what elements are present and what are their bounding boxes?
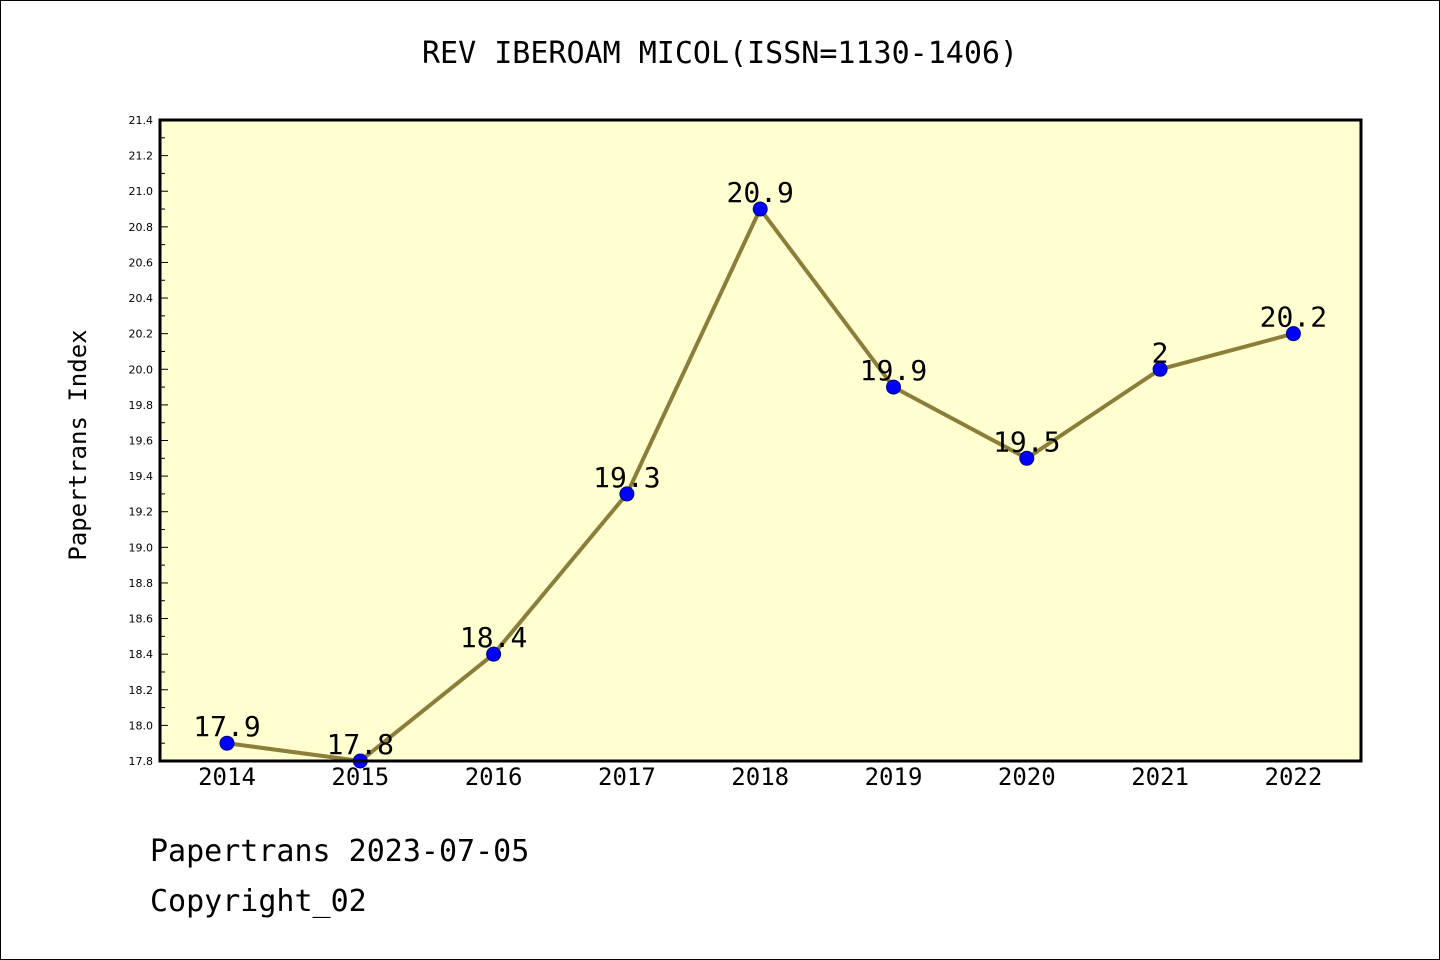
y-axis: 17.8 18.0 18.2 18.4 18.6 18.8 19.0 19.2 19.4 19.6…: [129, 114, 168, 768]
data-label: 20.2: [1260, 301, 1327, 334]
series-group: 17.9 17.8 18.4 19.3 20.9 19.9 19.5 2 20.2: [193, 176, 1327, 769]
data-label: 19.9: [860, 354, 927, 387]
footer-date: Papertrans 2023-07-05: [150, 834, 530, 869]
y-tick-label: 18.0: [129, 719, 154, 732]
y-tick-label: 19.8: [129, 399, 154, 412]
chart-title: REV IBEROAM MICOL(ISSN=1130-1406): [421, 36, 1019, 71]
data-point: [619, 486, 635, 502]
data-point: [886, 379, 901, 395]
y-tick-label: 20.0: [129, 363, 154, 376]
y-tick-label: 18.8: [129, 577, 154, 590]
data-point: [1019, 450, 1035, 466]
data-point: [1285, 326, 1301, 342]
x-tick-label: 2017: [598, 763, 656, 791]
y-tick-label: 19.0: [129, 541, 154, 554]
x-axis: 2014 2015 2016 2017 2018 2019 2020 2021 2022: [198, 763, 1322, 791]
data-point: [486, 646, 502, 662]
data-label: 17.8: [327, 728, 394, 761]
y-tick-label: 21.0: [129, 185, 154, 198]
y-tick-label: 20.6: [129, 256, 154, 269]
data-point: [752, 201, 768, 217]
y-tick-label: 20.8: [129, 221, 154, 234]
y-tick-label: 18.6: [129, 613, 154, 626]
x-tick-label: 2021: [1131, 763, 1189, 791]
x-tick-label: 2019: [865, 763, 923, 791]
y-tick-label: 20.4: [129, 292, 154, 305]
data-point: [219, 735, 235, 751]
y-tick-label: 20.2: [129, 328, 154, 341]
data-label: 19.5: [993, 425, 1060, 458]
plot-area: [160, 120, 1361, 761]
plot-border: [158, 118, 1363, 763]
y-tick-label: 18.2: [129, 684, 154, 697]
y-tick-label: 17.8: [129, 755, 154, 768]
data-label: 19.3: [593, 461, 660, 494]
footer-copyright: Copyright_02: [150, 884, 367, 919]
y-tick-label: 21.2: [129, 150, 154, 163]
x-tick-label: 2016: [465, 763, 523, 791]
x-tick-label: 2018: [731, 763, 789, 791]
y-tick-label: 19.6: [129, 435, 154, 448]
x-tick-label: 2020: [998, 763, 1056, 791]
data-label: 20.9: [726, 176, 793, 209]
y-tick-label: 18.4: [129, 648, 154, 661]
data-label: 18.4: [460, 621, 527, 654]
y-tick-label: 19.2: [129, 506, 154, 519]
y-tick-label: 19.4: [129, 470, 154, 483]
data-point: [1152, 361, 1168, 377]
data-label: 2: [1152, 336, 1169, 369]
x-tick-label: 2022: [1265, 763, 1323, 791]
data-label: 17.9: [193, 710, 260, 743]
x-tick-label: 2014: [198, 763, 256, 791]
y-tick-label: 21.4: [129, 114, 154, 127]
